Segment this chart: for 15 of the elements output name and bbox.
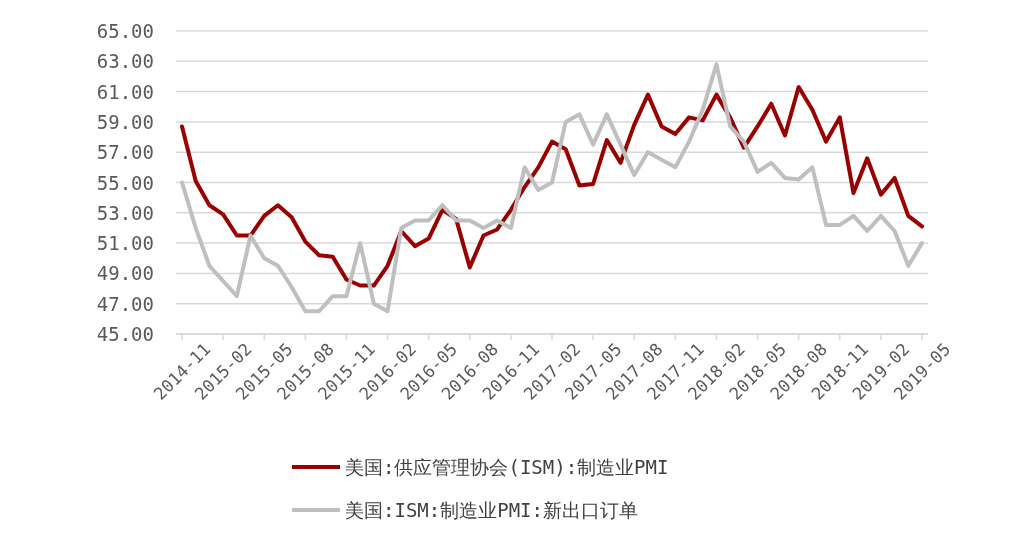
y-tick-label: 51.00 bbox=[96, 232, 154, 255]
y-tick-label: 59.00 bbox=[96, 110, 154, 133]
y-tick-label: 57.00 bbox=[96, 141, 154, 164]
y-tick-label: 53.00 bbox=[96, 201, 154, 224]
y-tick-label: 47.00 bbox=[96, 292, 154, 315]
legend-label: 美国:供应管理协会(ISM):制造业PMI bbox=[345, 456, 669, 478]
y-tick-label: 55.00 bbox=[96, 171, 154, 194]
line-series bbox=[180, 85, 924, 288]
line-series bbox=[180, 62, 924, 314]
y-tick-label: 61.00 bbox=[96, 80, 154, 103]
y-tick-label: 49.00 bbox=[96, 262, 154, 285]
y-tick-label: 63.00 bbox=[96, 50, 154, 73]
y-tick-label: 65.00 bbox=[96, 20, 154, 42]
legend-label: 美国:ISM:制造业PMI:新出口订单 bbox=[345, 499, 638, 521]
y-tick-label: 45.00 bbox=[96, 323, 154, 345]
